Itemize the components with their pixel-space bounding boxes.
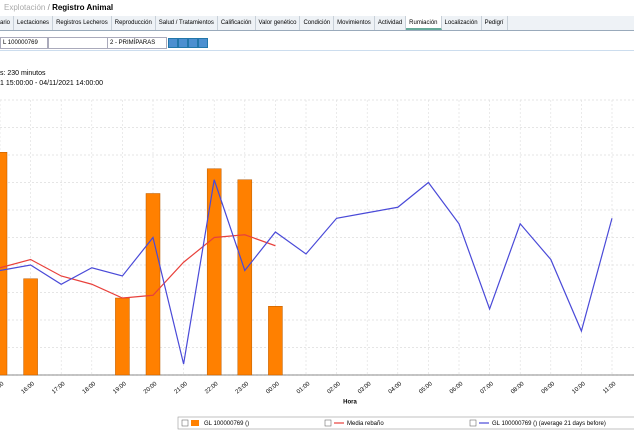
x-tick-label: 21:00 xyxy=(174,381,190,396)
tab[interactable]: Lectaciones xyxy=(14,16,54,30)
button[interactable] xyxy=(188,38,198,48)
group-select[interactable]: 2 - PRIMÍPARAS xyxy=(107,37,167,49)
tab[interactable]: Rumiación xyxy=(406,16,442,30)
x-tick-label: 06:00 xyxy=(449,381,465,396)
bar xyxy=(115,297,130,376)
legend-box xyxy=(177,416,634,430)
x-tick-label: 18:00 xyxy=(82,381,98,396)
x-tick-label: 23:00 xyxy=(235,381,251,396)
x-tick-label: 00:00 xyxy=(265,381,281,396)
button[interactable] xyxy=(178,38,188,48)
tab[interactable]: Pedigrí xyxy=(482,16,508,30)
info: s: 230 minutos xyxy=(0,70,46,77)
x-tick-label: 09:00 xyxy=(541,381,557,396)
bar xyxy=(23,278,38,376)
bar xyxy=(206,168,222,376)
x-tick-label: 05:00 xyxy=(418,381,434,396)
x-tick-label: 01:00 xyxy=(296,381,312,396)
tab[interactable]: Registros Lecheros xyxy=(53,16,112,30)
legend-label: GL 100000769 () (average 21 days before) xyxy=(492,421,606,427)
tab[interactable]: Reproducción xyxy=(112,16,156,30)
x-tick-label: 08:00 xyxy=(510,381,526,396)
legend: GL 100000769 () Media rebaño GL 100000769 … xyxy=(177,416,634,430)
crumb[interactable]: Explotación xyxy=(4,3,46,12)
x-tick-label: 22:00 xyxy=(204,381,220,396)
x-tick-label: 16:00 xyxy=(21,381,37,396)
tab[interactable]: Calendario xyxy=(0,16,15,30)
tab[interactable]: Valor genético xyxy=(256,16,301,30)
header: Explotación / Registro Animal xyxy=(0,0,634,16)
animal-input[interactable]: L 100000769 xyxy=(0,37,48,49)
tab[interactable]: Actividad xyxy=(375,16,407,30)
x-tick-label: 02:00 xyxy=(327,381,343,396)
x-tick-label: 07:00 xyxy=(480,381,496,396)
x-tick-label: 19:00 xyxy=(112,381,128,396)
x-tick-label: 11:00 xyxy=(602,381,618,395)
toolbar: L 100000769 2 - PRIMÍPARAS xyxy=(0,36,634,51)
x-tick-label: 20:00 xyxy=(143,381,159,396)
sep: / xyxy=(47,3,50,12)
tabs: CalendarioLectacionesRegistros LecherosR… xyxy=(0,16,634,31)
tab[interactable]: Movimientos xyxy=(334,16,375,30)
x-axis-title: Hora xyxy=(343,400,357,406)
legend-checkbox[interactable] xyxy=(324,419,332,427)
button[interactable] xyxy=(198,38,208,48)
bar xyxy=(0,152,8,376)
x-tick-label: 17:00 xyxy=(51,381,67,396)
tab[interactable]: Salud / Tratamientos xyxy=(156,16,218,30)
legend-label: Media rebaño xyxy=(347,421,384,427)
tab[interactable]: Condición xyxy=(300,16,335,30)
info: 1 15:00:00 - 04/11/2021 14:00:00 xyxy=(0,80,104,87)
tab[interactable]: Calificación xyxy=(218,16,256,30)
bar xyxy=(237,179,253,376)
x-tick-label: 10:00 xyxy=(571,381,587,396)
button[interactable] xyxy=(168,38,178,48)
title: Registro Animal xyxy=(52,3,114,12)
line xyxy=(0,179,613,365)
x-tick-label: 04:00 xyxy=(388,381,404,396)
tab[interactable]: Localización xyxy=(442,16,482,30)
line xyxy=(0,234,276,299)
bar xyxy=(145,193,161,376)
x-tick-label: 03:00 xyxy=(357,381,373,396)
bar xyxy=(268,306,283,376)
x-tick-label: 15:00 xyxy=(0,381,6,396)
legend-label: GL 100000769 () xyxy=(204,421,249,427)
legend-swatch xyxy=(191,420,199,426)
legend-checkbox[interactable] xyxy=(469,419,477,427)
legend-checkbox[interactable] xyxy=(181,419,189,427)
